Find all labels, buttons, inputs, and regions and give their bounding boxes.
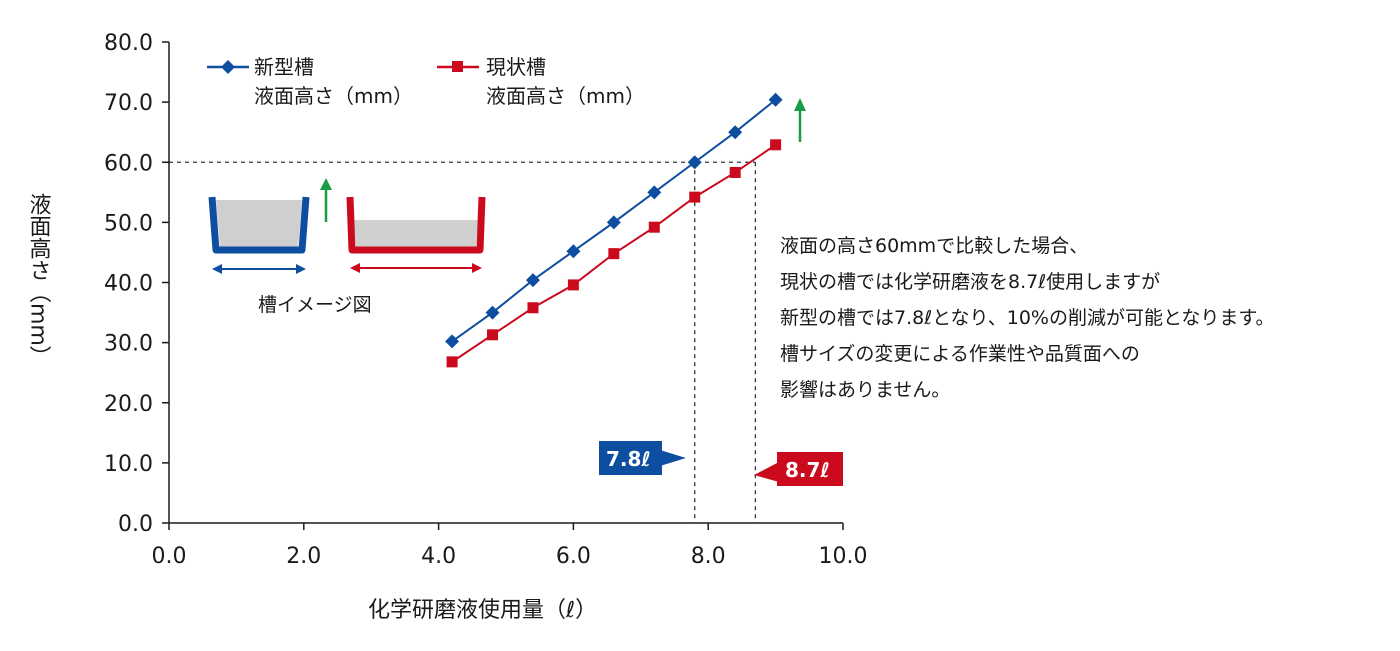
y-axis-title: 液面高さ（mm） [26,193,52,368]
callout-new-pointer [660,450,686,466]
new-tank-liquid [216,200,302,248]
y-tick-label: 60.0 [104,151,153,176]
x-axis-title: 化学研磨液使用量（ℓ） [368,598,597,623]
up-arrow-large-head [794,98,806,111]
data-point-1 [608,248,620,260]
explanation-note: 液面の高さ60mmで比較した場合、 現状の槽では化学研磨液を8.7ℓ使用しますが… [780,228,1390,408]
new-tank-arrow-left [212,264,222,274]
reference-lines [169,161,757,523]
data-point-1 [689,191,701,203]
callout-current-pointer [754,462,779,482]
current-tank-arrow-right [472,263,482,273]
x-tick-label: 8.0 [691,544,726,569]
data-point-1 [567,279,579,291]
series-layer [445,92,783,368]
data-point-1 [487,329,499,341]
legend-item-new: 新型槽 液面高さ（mm） [207,55,413,108]
legend-label-current-line1: 現状槽 [486,55,546,79]
up-arrow-large [794,98,806,142]
callout-current: 8.7ℓ [754,452,843,486]
data-point-1 [770,139,782,151]
data-point-1 [446,356,458,368]
data-point-0 [728,125,743,140]
y-tick-label: 30.0 [104,332,153,357]
data-point-0 [445,334,460,349]
y-tick-label: 50.0 [104,211,153,236]
current-tank-wall [346,196,486,254]
up-arrow-small [320,178,332,222]
legend-marker-new [221,60,235,74]
y-tick-label: 0.0 [118,512,153,537]
legend-label-current-line2: 液面高さ（mm） [486,84,645,108]
new-tank-icon [208,196,310,274]
legend-marker-current [452,61,463,72]
legend-item-current: 現状槽 液面高さ（mm） [437,55,645,108]
data-point-0 [606,215,621,230]
x-tick-label: 4.0 [421,544,456,569]
legend: 新型槽 液面高さ（mm） 現状槽 液面高さ（mm） [207,55,645,108]
legend-label-new-line1: 新型槽 [254,55,314,79]
data-point-0 [566,244,581,259]
callout-new-label: 7.8ℓ [606,447,651,471]
data-point-1 [729,166,741,178]
current-tank-liquid [354,220,478,248]
x-tick-label: 6.0 [556,544,591,569]
y-tick-label: 20.0 [104,392,153,417]
note-line-5: 影響はありません。 [780,379,951,401]
data-point-1 [527,302,539,314]
axes: 0.0 10.0 20.0 30.0 40.0 50.0 60.0 70.0 80.0 0.0 2.… [104,31,867,569]
y-tick-label: 40.0 [104,272,153,297]
new-tank-wall [208,196,310,254]
y-tick-label: 10.0 [104,452,153,477]
tank-illustration: 槽イメージ図 [208,178,486,316]
y-tick-label: 70.0 [104,91,153,116]
callout-new-box [599,441,662,475]
x-tick-label: 2.0 [286,544,321,569]
data-point-0 [768,92,783,107]
note-line-4: 槽サイズの変更による作業性や品質面への [780,343,1140,365]
x-tick-label: 10.0 [819,544,868,569]
note-line-2: 現状の槽では化学研磨液を8.7ℓ使用しますが [780,271,1161,293]
note-line-1: 液面の高さ60mmで比較した場合、 [780,235,1089,257]
x-tick-label: 0.0 [152,544,187,569]
y-tick-label: 80.0 [104,31,153,56]
data-point-1 [648,221,660,233]
data-point-0 [687,155,702,170]
legend-label-new-line2: 液面高さ（mm） [254,84,413,108]
data-point-0 [647,185,662,200]
current-tank-icon [346,196,486,273]
note-line-3: 新型の槽では7.8ℓとなり、10%の削減が可能となります。 [780,307,1275,329]
callout-current-label: 8.7ℓ [785,458,830,482]
up-arrow-small-head [320,178,332,190]
data-point-0 [525,273,540,288]
new-tank-arrow-right [296,264,306,274]
data-point-0 [485,305,500,320]
current-tank-arrow-left [350,263,360,273]
callout-new: 7.8ℓ [599,441,686,475]
tank-illustration-label: 槽イメージ図 [258,294,372,316]
callout-current-box [777,452,843,486]
